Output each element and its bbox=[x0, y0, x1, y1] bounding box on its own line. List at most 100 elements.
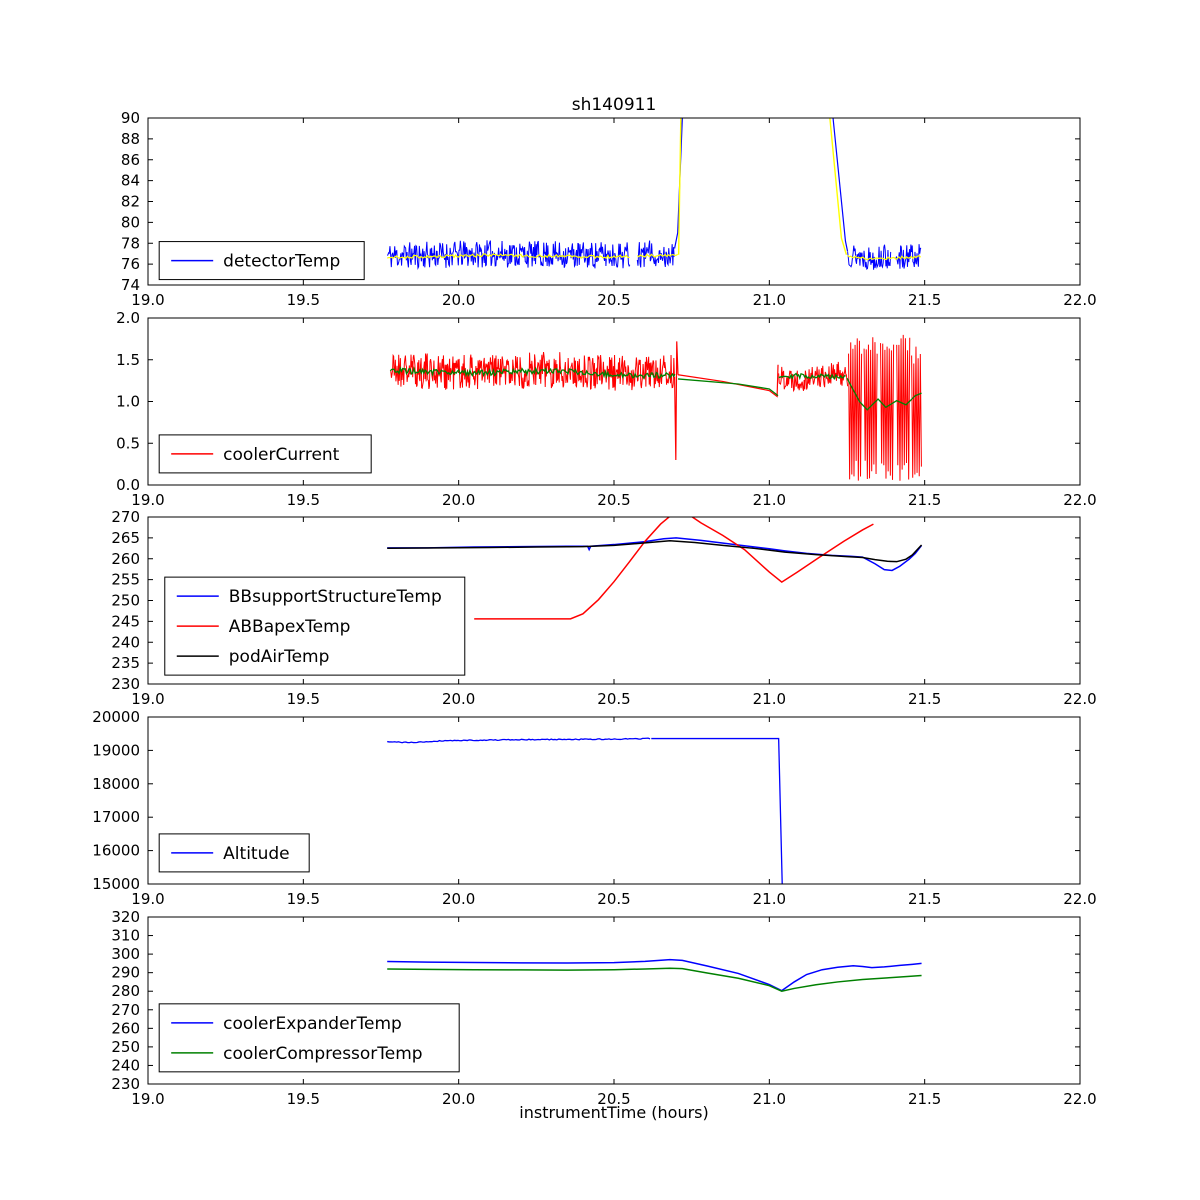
detectorTemp-smooth-b bbox=[636, 253, 678, 258]
x-tick-label: 19.5 bbox=[287, 1090, 320, 1108]
x-tick-label: 21.5 bbox=[908, 1090, 941, 1108]
coolerExpanderTemp-line bbox=[387, 958, 922, 992]
x-tick-label: 21.0 bbox=[753, 491, 786, 509]
detectorTemp-smooth-descent bbox=[829, 118, 848, 255]
y-tick-label: 78 bbox=[121, 234, 140, 252]
x-tick-label: 20.5 bbox=[597, 890, 630, 908]
coolerCurrent-raw-spike bbox=[673, 341, 679, 460]
x-tick-label: 21.0 bbox=[753, 1090, 786, 1108]
y-tick-label: 300 bbox=[111, 945, 140, 963]
y-tick-label: 15000 bbox=[92, 875, 140, 893]
y-tick-label: 0.5 bbox=[116, 434, 140, 452]
legend-label: coolerCurrent bbox=[223, 445, 340, 465]
detectorTemp-raw-c bbox=[847, 244, 892, 270]
y-tick-label: 86 bbox=[121, 151, 140, 169]
coolerCurrent-smooth-b bbox=[778, 372, 846, 381]
x-tick-label: 19.5 bbox=[287, 491, 320, 509]
subplot-detectorTemp: 19.0 19.5 20.0 20.5 21.0 21.5 22.0 74 76 78 80 82 84… bbox=[121, 109, 1097, 309]
y-tick-label: 16000 bbox=[92, 842, 140, 860]
x-tick-label: 20.0 bbox=[442, 890, 475, 908]
legend-label: detectorTemp bbox=[223, 252, 340, 272]
coolerCurrent-raw-a bbox=[389, 351, 675, 391]
coolerCurrent-smooth-c bbox=[846, 377, 922, 411]
y-tick-label: 255 bbox=[111, 571, 140, 589]
x-tick-label: 21.0 bbox=[753, 890, 786, 908]
coolerCurrent-burst-4 bbox=[896, 334, 911, 481]
detectorTemp-smooth-spike bbox=[677, 118, 682, 255]
series-group bbox=[387, 958, 922, 993]
subplot-coolerTemps: 19.0 19.5 20.0 20.5 21.0 21.5 22.0 230240250260… bbox=[111, 908, 1096, 1108]
coolerCurrent-raw-b bbox=[778, 361, 849, 393]
coolerCurrent-smooth-a bbox=[389, 366, 676, 380]
y-tick-label: 240 bbox=[111, 1056, 140, 1074]
coolerCurrent-raw-bridge bbox=[677, 364, 779, 398]
y-tick-label: 310 bbox=[111, 927, 140, 945]
subplot-podTemps: 19.0 19.5 20.0 20.5 21.0 21.5 22.0 230 235 240 245… bbox=[111, 508, 1096, 708]
legend: Altitude bbox=[158, 833, 310, 873]
x-tick-label: 21.5 bbox=[908, 491, 941, 509]
coolerCurrent-burst-2 bbox=[863, 337, 878, 479]
y-tick-label: 17000 bbox=[92, 808, 140, 826]
coolerCurrent-smooth-bridge bbox=[677, 378, 779, 397]
x-tick-label: 19.0 bbox=[131, 1090, 164, 1108]
y-tick-label: 320 bbox=[111, 908, 140, 926]
y-tick-label: 88 bbox=[121, 130, 140, 148]
subplots-group: 19.0 19.5 20.0 20.5 21.0 21.5 22.0 74 76 78 80 82 84… bbox=[92, 109, 1097, 1108]
x-tick-label: 22.0 bbox=[1063, 291, 1096, 309]
y-tick-label: 240 bbox=[111, 633, 140, 651]
legend: BBsupportStructureTemp ABBapexTemp podAirT… bbox=[164, 576, 466, 676]
coolerCurrent-burst-3 bbox=[880, 343, 895, 480]
legend-label: coolerExpanderTemp bbox=[223, 1014, 402, 1034]
coolerCompressorTemp-line bbox=[387, 967, 922, 993]
y-tick-label: 80 bbox=[121, 213, 140, 231]
x-tick-label: 19.0 bbox=[131, 291, 164, 309]
x-tick-label: 20.0 bbox=[442, 1090, 475, 1108]
coolerCurrent-burst-5 bbox=[911, 346, 922, 478]
y-tick-label: 19000 bbox=[92, 741, 140, 759]
series-group bbox=[387, 737, 783, 884]
x-tick-label: 21.5 bbox=[908, 890, 941, 908]
x-tick-label: 22.0 bbox=[1063, 491, 1096, 509]
y-tick-label: 0.0 bbox=[116, 476, 140, 494]
detectorTemp-raw-b bbox=[636, 240, 675, 268]
y-tick-label: 1.5 bbox=[116, 351, 140, 369]
detectorTemp-smooth-a bbox=[387, 253, 630, 260]
x-tick-label: 22.0 bbox=[1063, 690, 1096, 708]
x-tick-label: 21.5 bbox=[908, 291, 941, 309]
legend-label: podAirTemp bbox=[229, 647, 330, 667]
y-tick-label: 250 bbox=[111, 1038, 140, 1056]
y-tick-label: 260 bbox=[111, 1019, 140, 1037]
x-tick-label: 19.0 bbox=[131, 491, 164, 509]
y-tick-label: 230 bbox=[111, 1075, 140, 1093]
y-tick-label: 270 bbox=[111, 1001, 140, 1019]
x-tick-label: 22.0 bbox=[1063, 1090, 1096, 1108]
legend: coolerExpanderTemp coolerCompressorTemp bbox=[158, 1003, 460, 1073]
subplot-Altitude: 19.0 19.5 20.0 20.5 21.0 21.5 22.0 15000 16000 17… bbox=[92, 708, 1096, 908]
y-tick-label: 290 bbox=[111, 964, 140, 982]
legend-label: Altitude bbox=[223, 844, 289, 864]
podAirTemp-line bbox=[387, 540, 923, 563]
y-tick-label: 265 bbox=[111, 529, 140, 547]
x-tick-label: 20.5 bbox=[597, 491, 630, 509]
series-group bbox=[386, 118, 922, 270]
y-tick-label: 260 bbox=[111, 550, 140, 568]
x-tick-label: 21.0 bbox=[753, 291, 786, 309]
x-tick-label: 19.5 bbox=[287, 291, 320, 309]
y-tick-label: 84 bbox=[121, 172, 140, 190]
Altitude-line-b bbox=[651, 737, 783, 884]
legend-label: ABBapexTemp bbox=[229, 617, 351, 637]
chart-title: sh140911 bbox=[572, 95, 657, 115]
legend-label: coolerCompressorTemp bbox=[223, 1044, 422, 1064]
y-tick-label: 74 bbox=[121, 276, 140, 294]
series-group bbox=[387, 517, 923, 620]
y-tick-label: 90 bbox=[121, 109, 140, 127]
x-tick-label: 21.5 bbox=[908, 690, 941, 708]
y-tick-label: 76 bbox=[121, 255, 140, 273]
y-tick-label: 270 bbox=[111, 508, 140, 526]
series-group bbox=[389, 334, 922, 481]
x-tick-label: 19.0 bbox=[131, 690, 164, 708]
y-tick-label: 1.0 bbox=[116, 393, 140, 411]
ABBapexTemp-line bbox=[474, 517, 874, 620]
